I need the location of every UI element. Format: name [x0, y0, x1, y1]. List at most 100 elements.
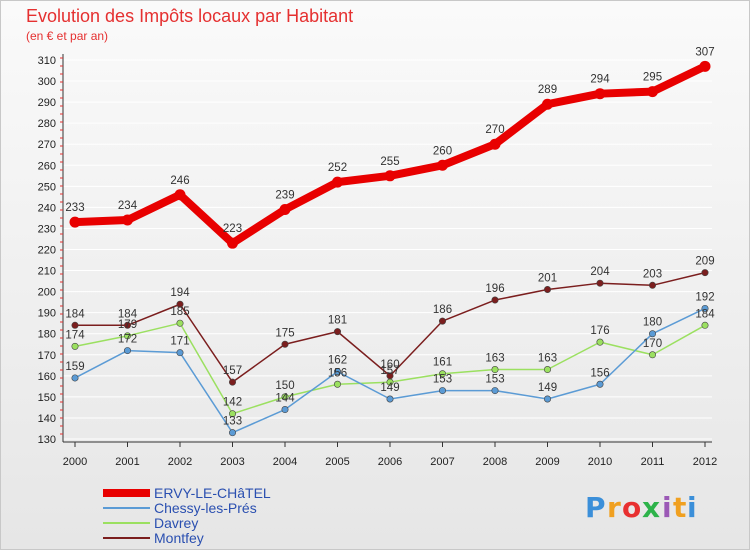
data-point — [229, 378, 237, 386]
logo-letter: P — [585, 491, 606, 524]
data-label: 156 — [328, 367, 347, 379]
data-label: 149 — [538, 382, 557, 394]
data-point — [71, 342, 79, 350]
data-label: 181 — [328, 315, 347, 327]
data-label: 186 — [433, 304, 452, 316]
data-label: 239 — [275, 189, 294, 201]
data-point — [332, 176, 343, 188]
series-layer — [69, 60, 711, 437]
data-label: 233 — [65, 202, 84, 214]
x-tick-label: 2003 — [220, 456, 244, 468]
data-label: 157 — [223, 365, 242, 377]
x-tick-label: 2004 — [273, 456, 297, 468]
data-label: 156 — [590, 367, 609, 379]
y-tick-label: 140 — [38, 413, 56, 425]
data-point — [596, 279, 604, 287]
y-tick-label: 150 — [38, 392, 56, 404]
data-label: 260 — [433, 145, 452, 157]
data-point — [701, 304, 709, 312]
y-tick-label: 220 — [38, 245, 56, 257]
data-point — [648, 330, 656, 338]
data-point — [281, 393, 289, 401]
data-point — [69, 216, 81, 228]
x-tick-label: 2007 — [430, 456, 454, 468]
data-point — [279, 203, 291, 215]
data-label: 176 — [590, 325, 609, 337]
data-point — [333, 368, 341, 376]
data-point — [229, 410, 237, 418]
y-tick-label: 200 — [38, 287, 56, 299]
x-tick-label: 2012 — [693, 456, 717, 468]
data-point — [491, 296, 499, 304]
data-label: 289 — [538, 84, 557, 96]
data-point — [438, 370, 446, 378]
data-point — [122, 214, 133, 226]
data-label: 180 — [643, 317, 662, 329]
data-point — [71, 374, 79, 382]
y-tick-label: 180 — [38, 329, 56, 341]
data-point — [227, 237, 238, 249]
data-point — [386, 372, 394, 380]
axes: 130 140 150 160 170 180 190 200 210 220 230 240 250 2… — [38, 54, 717, 468]
legend-label: Davrey — [154, 515, 198, 531]
y-tick-label: 290 — [38, 97, 56, 109]
data-label: 192 — [695, 291, 714, 303]
data-label: 170 — [643, 338, 662, 350]
grid — [63, 59, 712, 440]
series-davrey — [71, 319, 709, 418]
data-point — [543, 286, 551, 294]
data-label: 209 — [695, 256, 714, 268]
data-label: 179 — [118, 319, 137, 331]
data-label: 175 — [275, 327, 294, 339]
data-label: 163 — [485, 353, 504, 365]
y-tick-label: 280 — [38, 118, 56, 130]
x-tick-label: 2001 — [115, 456, 139, 468]
y-tick-label: 250 — [38, 181, 56, 193]
logo-letter: o — [622, 491, 641, 524]
data-label: 194 — [170, 287, 190, 299]
series-ervy-le-ch-tel — [69, 60, 711, 249]
data-point — [281, 340, 289, 348]
data-point — [176, 300, 184, 308]
data-point — [489, 138, 501, 150]
data-labels: 174 179 185 142 150 156 157 161 163 163 176 170 184 1… — [65, 46, 715, 427]
x-tick-label: 2010 — [588, 456, 612, 468]
y-tick-label: 190 — [38, 308, 56, 320]
x-tick-label: 2000 — [63, 456, 87, 468]
data-label: 185 — [170, 306, 189, 318]
data-point — [491, 366, 499, 374]
x-tick-label: 2006 — [378, 456, 402, 468]
y-tick-label: 170 — [38, 350, 56, 362]
data-label: 144 — [275, 393, 295, 405]
data-label: 234 — [118, 200, 138, 212]
data-point — [333, 380, 341, 388]
data-point — [701, 321, 709, 329]
data-label: 162 — [328, 355, 347, 367]
data-point — [437, 159, 448, 171]
data-label: 150 — [275, 380, 294, 392]
data-label: 153 — [433, 374, 452, 386]
logo-letter: r — [607, 491, 621, 524]
data-label: 255 — [380, 156, 399, 168]
y-tick-label: 260 — [38, 160, 56, 172]
series-chessy-les-pr-s — [71, 304, 709, 437]
data-point — [594, 88, 606, 100]
y-tick-label: 160 — [38, 371, 56, 383]
data-label: 223 — [223, 223, 242, 235]
data-label: 203 — [643, 268, 662, 280]
data-point — [438, 387, 446, 395]
y-tick-label: 130 — [38, 434, 56, 446]
data-label: 163 — [538, 353, 557, 365]
data-point — [386, 395, 394, 403]
data-label: 159 — [65, 361, 84, 373]
data-point — [648, 351, 656, 359]
logo-letter: i — [662, 491, 672, 524]
data-point — [701, 269, 709, 277]
data-label: 157 — [380, 365, 399, 377]
data-label: 201 — [538, 273, 557, 285]
data-label: 133 — [223, 416, 242, 428]
data-label: 160 — [380, 359, 399, 371]
data-label: 270 — [485, 124, 504, 136]
data-label: 252 — [328, 162, 347, 174]
